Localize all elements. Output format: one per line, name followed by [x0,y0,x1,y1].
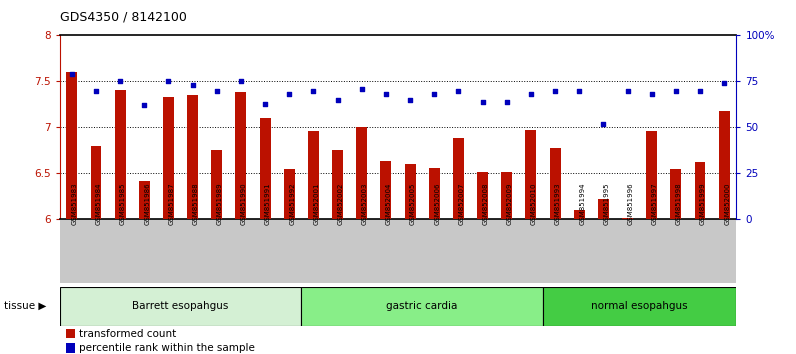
Point [646,91,658,97]
Point [404,97,416,103]
Point [186,82,199,88]
Point [718,80,731,86]
Point [114,79,127,84]
Text: Barrett esopahgus: Barrett esopahgus [132,301,228,311]
Bar [259,118,271,219]
Text: GSM851998: GSM851998 [676,182,682,224]
Text: GSM851987: GSM851987 [169,182,174,224]
Bar [308,131,319,219]
Bar [139,181,150,219]
Text: GSM851999: GSM851999 [700,182,706,224]
Text: GSM851993: GSM851993 [555,182,561,224]
Point [162,79,175,84]
Point [307,88,320,93]
Bar [574,210,585,219]
Point [380,91,392,97]
Bar [453,138,464,219]
Bar [404,164,416,219]
Text: GDS4350 / 8142100: GDS4350 / 8142100 [60,11,186,24]
Text: GSM852008: GSM852008 [482,182,489,224]
Bar [66,343,75,353]
Point [283,91,295,97]
Point [597,121,610,127]
Text: GSM851983: GSM851983 [72,182,78,224]
Point [501,99,513,104]
Bar [549,148,560,219]
Bar [236,92,247,219]
Point [573,88,586,93]
Bar [380,161,392,219]
Text: GSM851995: GSM851995 [603,182,610,224]
Text: GSM852000: GSM852000 [724,182,730,224]
Bar [598,199,609,219]
Text: GSM851989: GSM851989 [217,182,223,224]
Point [331,97,344,103]
Bar [646,131,657,219]
Text: GSM851986: GSM851986 [144,182,150,224]
Text: GSM851992: GSM851992 [289,182,295,224]
Point [621,88,634,93]
Point [65,71,78,77]
Bar [91,146,101,219]
Point [669,88,682,93]
Text: GSM851996: GSM851996 [627,182,634,224]
Bar [501,172,512,219]
Text: GSM851985: GSM851985 [120,182,126,224]
Text: GSM852007: GSM852007 [458,182,464,224]
Text: GSM852001: GSM852001 [314,182,319,224]
Text: tissue ▶: tissue ▶ [4,301,46,311]
Text: gastric cardia: gastric cardia [387,301,458,311]
Bar [477,172,488,219]
Text: GSM852002: GSM852002 [338,182,344,224]
Text: GSM852005: GSM852005 [410,182,416,224]
Text: GSM851991: GSM851991 [265,182,271,224]
Text: normal esopahgus: normal esopahgus [591,301,688,311]
Bar [187,95,198,219]
Bar [670,169,681,219]
Bar [332,150,343,219]
Text: GSM851984: GSM851984 [96,182,102,224]
Text: GSM851994: GSM851994 [579,182,585,224]
Point [693,88,706,93]
Text: GSM852006: GSM852006 [435,182,440,224]
Text: GSM851988: GSM851988 [193,182,199,224]
Bar [543,287,736,326]
Text: GSM852003: GSM852003 [361,182,368,224]
Bar [719,111,730,219]
Bar [695,162,705,219]
Point [259,101,271,106]
Bar [60,287,302,326]
Bar [66,72,77,219]
Point [138,103,150,108]
Point [235,79,248,84]
Point [525,91,537,97]
Bar [622,218,633,219]
Bar [429,168,439,219]
Text: GSM851997: GSM851997 [652,182,657,224]
Point [476,99,489,104]
Bar [302,287,543,326]
Bar [357,127,367,219]
Point [210,88,223,93]
Point [428,91,441,97]
Point [90,88,103,93]
Text: GSM852010: GSM852010 [531,182,537,224]
Text: transformed count: transformed count [79,329,176,339]
Text: percentile rank within the sample: percentile rank within the sample [79,343,255,353]
Bar [163,97,174,219]
Point [355,86,368,92]
Bar [66,329,75,338]
Text: GSM852004: GSM852004 [386,182,392,224]
Point [452,88,465,93]
Bar [284,169,295,219]
Text: GSM852009: GSM852009 [507,182,513,224]
Bar [115,90,126,219]
Bar [211,150,222,219]
Text: GSM851990: GSM851990 [241,182,247,224]
Bar [525,130,537,219]
Point [548,88,561,93]
